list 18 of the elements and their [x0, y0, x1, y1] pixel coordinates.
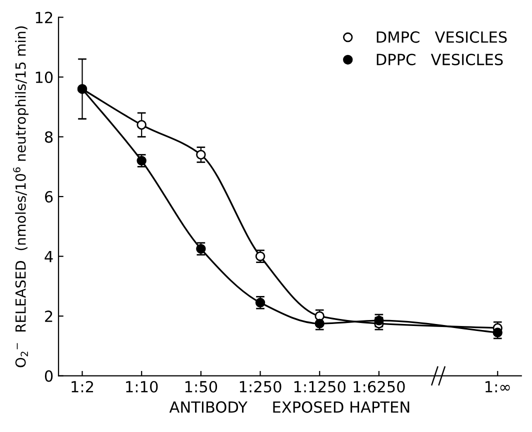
legend-label: DMPC VESICLES: [376, 31, 507, 43]
legend-label: DPPC VESICLES: [376, 54, 503, 66]
x-axis-title: ANTIBODY EXPOSED HAPTEN: [169, 401, 410, 413]
y-tick-label: 10: [36, 72, 53, 84]
x-tick-label: 1:2: [72, 380, 94, 392]
x-tick-label: 1:250: [240, 380, 282, 393]
x-tick-label: 1:1250: [294, 380, 346, 393]
y-tick-label: 12: [36, 12, 52, 24]
x-tick-label: 1:∞: [486, 381, 510, 392]
y-tick-label: 0: [44, 370, 53, 382]
y-tick-label: 8: [44, 131, 53, 143]
x-tick-label: 1:10: [126, 380, 158, 393]
y-tick-label: 6: [45, 191, 53, 203]
y-tick-label: 2: [45, 310, 52, 322]
y-tick-label: 4: [44, 250, 53, 262]
x-tick-label: 1:50: [185, 380, 218, 393]
x-tick-label: 1:6250: [354, 380, 405, 393]
y-axis-title: O$_{2}$$^{−}$ RELEASED (nmoles/10$^{6}$ neutrophils/15 min): [13, 26, 29, 368]
